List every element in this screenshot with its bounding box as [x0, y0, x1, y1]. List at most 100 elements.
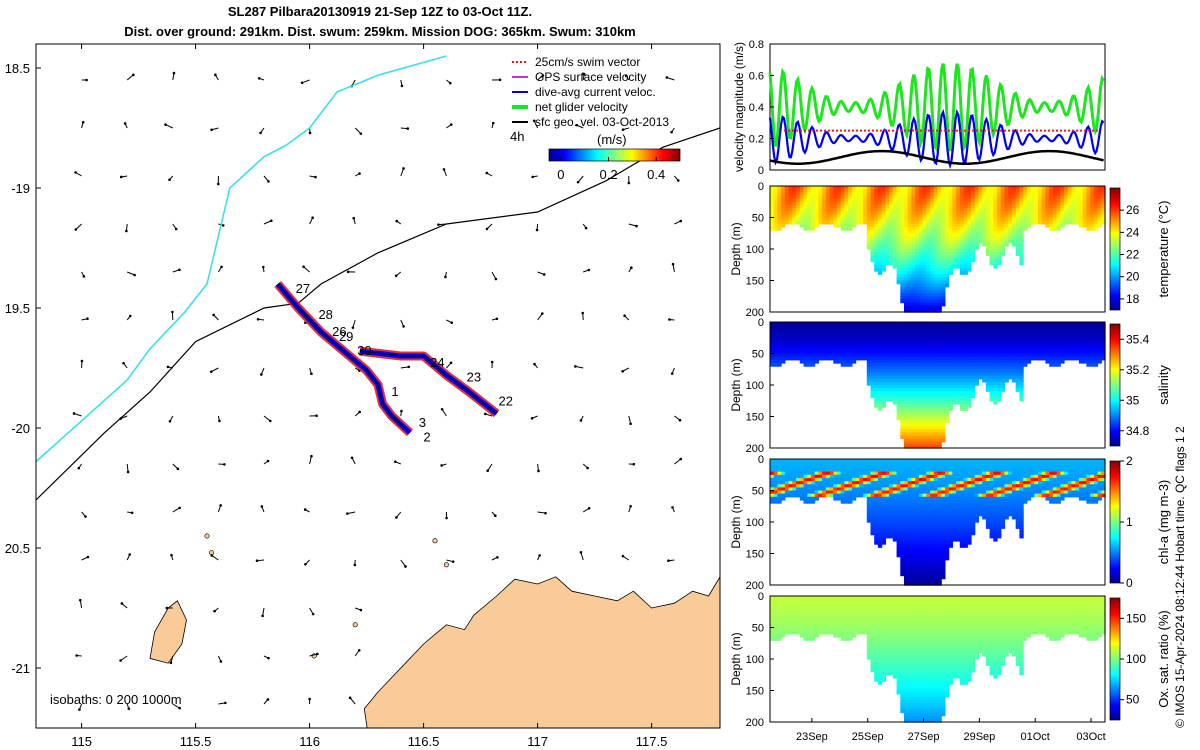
profile-cell	[1056, 226, 1061, 231]
profile-cell	[933, 267, 939, 272]
profile-cell	[874, 403, 879, 408]
profile-cell	[814, 208, 819, 212]
profile-cell	[896, 236, 901, 241]
profile-cell	[933, 286, 939, 291]
profile-cell	[907, 258, 912, 263]
profile-cell	[933, 305, 939, 310]
profile-cell	[922, 280, 927, 285]
colorbar-tick-label: 24	[1126, 225, 1140, 239]
profile-cell	[825, 204, 831, 209]
profile-cell	[907, 220, 912, 225]
profile-cell	[1086, 362, 1091, 367]
profile-cell	[900, 211, 905, 215]
profile-cell	[877, 407, 883, 411]
profile-cell	[918, 271, 924, 275]
profile-cell	[918, 252, 924, 256]
profile-cell	[944, 255, 950, 260]
profile-cell	[896, 214, 901, 219]
current-arrow-head	[445, 516, 448, 520]
profile-cell	[874, 214, 879, 219]
profile-cell	[859, 204, 864, 209]
profile-cell	[978, 375, 983, 380]
profile-cell	[963, 214, 968, 219]
profile-cell	[840, 220, 845, 225]
current-arrow-head	[217, 182, 220, 186]
profile-cell	[881, 201, 886, 206]
profile-cell	[822, 356, 827, 361]
profile-cell	[948, 211, 953, 215]
profile-cell	[900, 208, 905, 212]
profile-cell	[874, 255, 879, 260]
profile-cell	[781, 186, 786, 190]
profile-cell	[941, 286, 946, 291]
current-arrow-head	[395, 516, 398, 519]
current-arrow-head	[485, 171, 489, 175]
profile-cell	[863, 195, 868, 200]
profile-cell	[885, 252, 890, 256]
profile-cell	[796, 493, 801, 498]
profile-cell	[889, 230, 894, 234]
profile-cell	[889, 249, 894, 253]
profile-cell	[874, 230, 879, 234]
profile-cell	[952, 192, 957, 197]
profile-cell	[907, 293, 912, 297]
current-arrow-head	[130, 511, 134, 515]
profile-cell	[855, 186, 860, 190]
profile-cell	[930, 283, 935, 288]
current-arrow-head	[394, 274, 398, 278]
profile-cell	[907, 296, 912, 301]
profile-cell	[937, 277, 942, 282]
profile-cell	[952, 201, 957, 206]
profile-cell	[918, 198, 924, 203]
current-arrow	[126, 463, 129, 473]
profile-cell	[963, 249, 968, 253]
profile-cell	[844, 198, 849, 203]
profile-cell	[907, 214, 912, 219]
profile-cell	[956, 211, 961, 215]
profile-cell	[941, 438, 946, 443]
profile-cell	[933, 296, 939, 301]
profile-cell	[944, 201, 950, 206]
profile-cell	[963, 220, 968, 225]
profile-cell	[896, 252, 901, 256]
profile-cell	[915, 261, 920, 266]
profile-cell	[937, 245, 942, 250]
profile-cell	[799, 214, 805, 219]
profile-cell	[911, 302, 916, 307]
profile-cell	[900, 267, 905, 272]
profile-cell	[896, 217, 901, 222]
profile-cell	[971, 195, 976, 200]
profile-cell	[937, 204, 942, 209]
current-arrow	[263, 220, 272, 225]
profile-cell	[974, 381, 979, 386]
profile-cell	[915, 264, 920, 269]
profile-cell	[915, 255, 920, 260]
profile-cell	[985, 252, 991, 256]
profile-cell	[911, 230, 916, 234]
profile-cell	[1041, 220, 1046, 225]
profile-cell	[918, 230, 924, 234]
profile-cell	[944, 214, 950, 219]
profile-cell	[855, 217, 860, 222]
profile-cell	[863, 204, 868, 209]
current-arrow	[537, 511, 546, 514]
current-arrow-head	[632, 462, 636, 466]
profile-cell	[922, 267, 927, 272]
profile-cell	[874, 201, 879, 206]
profile-cell	[784, 195, 790, 200]
profile-cell	[803, 192, 808, 197]
profile-cell	[959, 220, 965, 225]
profile-cell	[870, 236, 875, 241]
profile-cell	[781, 214, 786, 219]
profile-cell	[904, 239, 909, 244]
profile-cell	[911, 255, 916, 260]
profile-cell	[848, 223, 853, 228]
current-arrow-head	[495, 317, 499, 321]
current-arrow	[537, 313, 543, 321]
profile-cell	[1045, 223, 1050, 228]
profile-cell	[799, 201, 805, 206]
profile-cell	[892, 195, 898, 200]
profile-cell	[866, 518, 872, 523]
current-arrow-head	[358, 172, 361, 175]
profile-cell	[788, 211, 793, 215]
